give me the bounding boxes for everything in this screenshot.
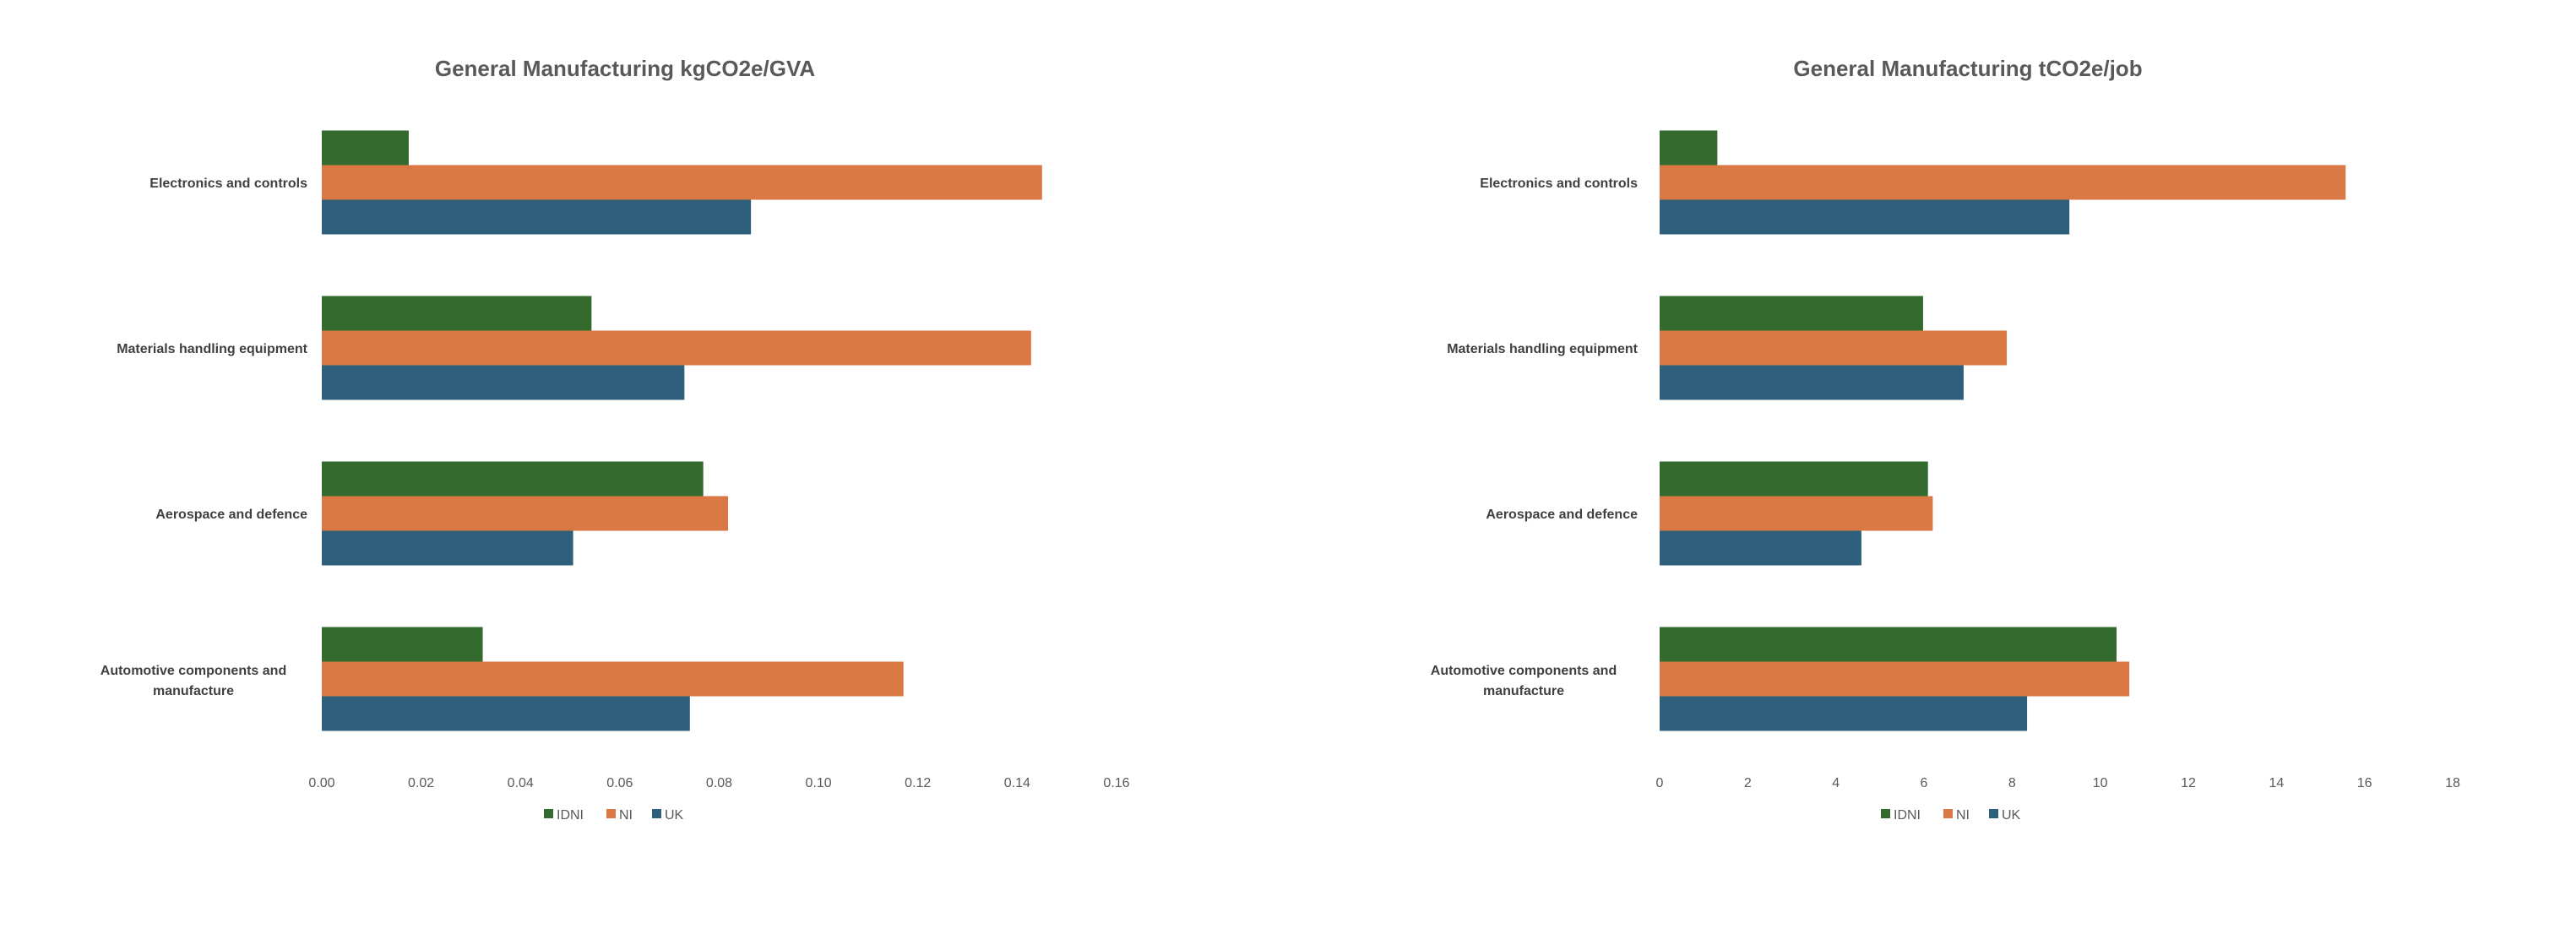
bar-ni-4 — [322, 661, 904, 697]
category-label: Automotive components and manufacture — [101, 664, 286, 698]
legend-swatch — [1943, 809, 1953, 818]
category-label: Materials handling equipment — [117, 342, 307, 356]
legend-label: UK — [2002, 808, 2021, 823]
bar-uk-1 — [1660, 199, 2070, 235]
x-tick-label: 2 — [1744, 776, 1752, 790]
bar-ni-4 — [1660, 661, 2130, 697]
bar-idni-2 — [322, 296, 592, 331]
x-tick-label: 8 — [2008, 776, 2016, 790]
bar-uk-2 — [322, 365, 685, 400]
x-tick-label: 0.12 — [905, 776, 931, 790]
x-tick-label: 0.06 — [606, 776, 633, 790]
category-label-line: Automotive components and — [101, 664, 286, 678]
category-label: Aerospace and defence — [1486, 508, 1638, 522]
category-label-line: Automotive components and — [1431, 664, 1617, 678]
bar-idni-2 — [1660, 296, 1923, 331]
legend-label: NI — [619, 808, 633, 823]
legend-label: UK — [665, 808, 684, 823]
bar-idni-3 — [322, 461, 704, 497]
legend-label: IDNI — [557, 808, 584, 823]
x-tick-label: 0 — [1656, 776, 1664, 790]
legend-swatch — [1881, 809, 1890, 818]
category-label-line: Electronics and controls — [149, 176, 307, 191]
x-tick-label: 0.02 — [408, 776, 434, 790]
bar-ni-1 — [322, 165, 1042, 200]
legend-item-idni: IDNI — [1881, 808, 1921, 823]
category-label: Automotive components and manufacture — [1431, 664, 1617, 698]
legend-swatch — [606, 809, 616, 818]
legend-swatch — [652, 809, 661, 818]
legend-swatch — [1989, 809, 1998, 818]
category-label-line: Aerospace and defence — [1486, 508, 1638, 522]
bar-idni-4 — [322, 627, 483, 662]
category-label-line: Materials handling equipment — [1447, 342, 1638, 356]
x-tick-label: 0.00 — [308, 776, 334, 790]
x-tick-label: 6 — [1921, 776, 1928, 790]
chart-1: General Manufacturing kgCO2e/GVA Electron… — [101, 56, 1130, 823]
x-tick-label: 10 — [2093, 776, 2108, 790]
bar-uk-1 — [322, 199, 752, 235]
legend-label: NI — [1956, 808, 1970, 823]
bar-idni-1 — [322, 130, 409, 166]
category-label: Materials handling equipment — [1447, 342, 1638, 356]
x-tick-label: 0.10 — [806, 776, 832, 790]
category-label-line: Aerospace and defence — [155, 508, 307, 522]
category-label: Aerospace and defence — [155, 508, 307, 522]
legend-swatch — [544, 809, 553, 818]
x-tick-label: 0.16 — [1103, 776, 1129, 790]
x-tick-label: 12 — [2181, 776, 2196, 790]
category-label: Electronics and controls — [149, 176, 307, 191]
category-label-line: Electronics and controls — [1480, 176, 1638, 191]
x-tick-label: 4 — [1832, 776, 1840, 790]
x-tick-label: 0.08 — [706, 776, 732, 790]
x-tick-label: 18 — [2445, 776, 2460, 790]
bar-ni-3 — [322, 496, 729, 531]
legend-item-ni: NI — [606, 808, 633, 823]
legend-item-uk: UK — [652, 808, 684, 823]
x-tick-label: 0.14 — [1004, 776, 1030, 790]
bar-ni-2 — [1660, 330, 2008, 366]
bar-idni-1 — [1660, 130, 1718, 166]
chart-title: General Manufacturing kgCO2e/GVA — [435, 56, 816, 81]
bar-uk-3 — [1660, 530, 1861, 566]
legend-item-uk: UK — [1989, 808, 2021, 823]
bar-idni-4 — [1660, 627, 2117, 662]
bar-ni-3 — [1660, 496, 1933, 531]
legend-item-idni: IDNI — [544, 808, 584, 823]
legend-label: IDNI — [1894, 808, 1921, 823]
category-label-line: Materials handling equipment — [117, 342, 307, 356]
x-tick-label: 0.04 — [508, 776, 534, 790]
bar-uk-2 — [1660, 365, 1964, 400]
chart-title: General Manufacturing tCO2e/job — [1793, 56, 2142, 81]
legend-item-ni: NI — [1943, 808, 1970, 823]
bar-uk-3 — [322, 530, 573, 566]
category-label: Electronics and controls — [1480, 176, 1638, 191]
bar-ni-2 — [322, 330, 1031, 366]
bar-uk-4 — [1660, 696, 2028, 731]
category-label-line: manufacture — [1483, 684, 1564, 698]
bar-idni-3 — [1660, 461, 1928, 497]
chart-2: General Manufacturing tCO2e/job Electroni… — [1431, 56, 2460, 823]
category-label-line: manufacture — [153, 684, 234, 698]
x-tick-label: 14 — [2269, 776, 2284, 790]
bar-ni-1 — [1660, 165, 2346, 200]
bar-uk-4 — [322, 696, 690, 731]
x-tick-label: 16 — [2357, 776, 2372, 790]
